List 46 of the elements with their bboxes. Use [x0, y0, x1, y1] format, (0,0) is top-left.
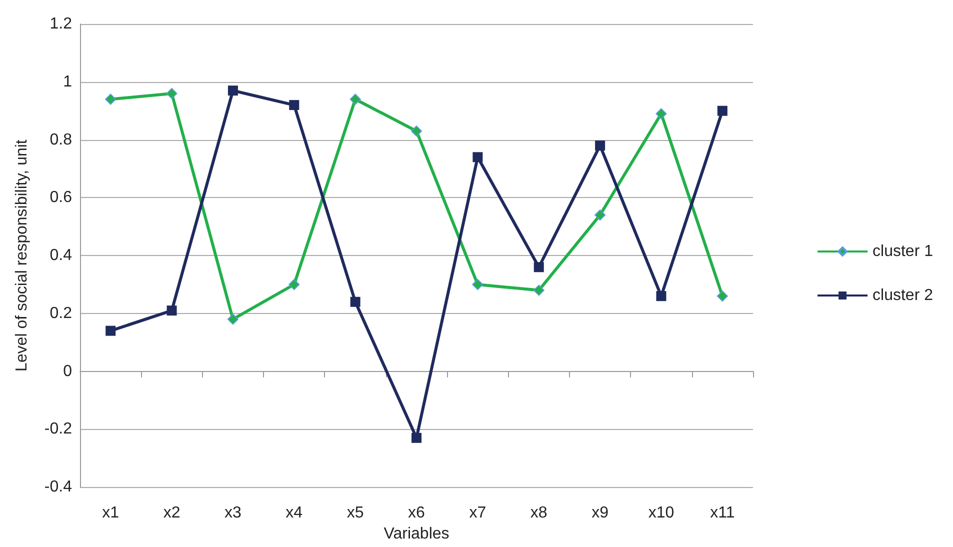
y-tick-label: 0.8	[50, 131, 72, 148]
x-tick-label: x7	[469, 504, 486, 522]
y-tick-label: 0.4	[50, 247, 72, 264]
y-tick-label: 1.2	[50, 16, 72, 32]
x-tick-label: x9	[592, 504, 609, 522]
point	[472, 152, 483, 162]
y-tick-label: 0.2	[50, 304, 72, 322]
x-tick-label: x3	[224, 504, 242, 522]
x-tick-label: x5	[346, 504, 364, 522]
point	[105, 94, 116, 105]
point	[288, 278, 300, 290]
x-tick-label: x8	[530, 504, 548, 522]
point	[166, 88, 178, 99]
point	[716, 290, 728, 302]
point	[412, 432, 422, 443]
point	[228, 86, 238, 96]
legend-label: cluster 1	[872, 243, 934, 260]
point	[350, 94, 361, 105]
x-tick-label: x2	[163, 504, 180, 522]
point	[533, 284, 544, 296]
y-tick-label: -0.2	[44, 420, 72, 438]
x-axis-title: Variables	[384, 526, 450, 542]
point	[106, 326, 116, 336]
point	[656, 108, 667, 120]
y-tick-label: -0.4	[44, 478, 72, 496]
y-tick-label: 0	[63, 362, 72, 380]
x-tick-label: x6	[408, 504, 426, 522]
x-tick-label: x10	[648, 504, 674, 522]
point	[350, 296, 360, 307]
point	[411, 126, 422, 137]
point	[594, 210, 606, 221]
point	[534, 262, 544, 272]
y-tick-label: 1	[63, 73, 72, 90]
point	[595, 140, 606, 151]
point	[472, 278, 484, 290]
x-tick-label: x4	[286, 504, 303, 522]
y-tick-label: 0.6	[50, 189, 72, 206]
legend-label: cluster 2	[872, 287, 934, 304]
point	[717, 106, 728, 116]
point	[227, 314, 238, 325]
point	[656, 291, 666, 302]
y-axis-title: Level of social responsibility, unit	[14, 139, 30, 372]
point	[166, 306, 177, 316]
point	[289, 100, 300, 110]
x-tick-label: x1	[102, 504, 120, 522]
x-tick-label: x11	[710, 504, 735, 522]
